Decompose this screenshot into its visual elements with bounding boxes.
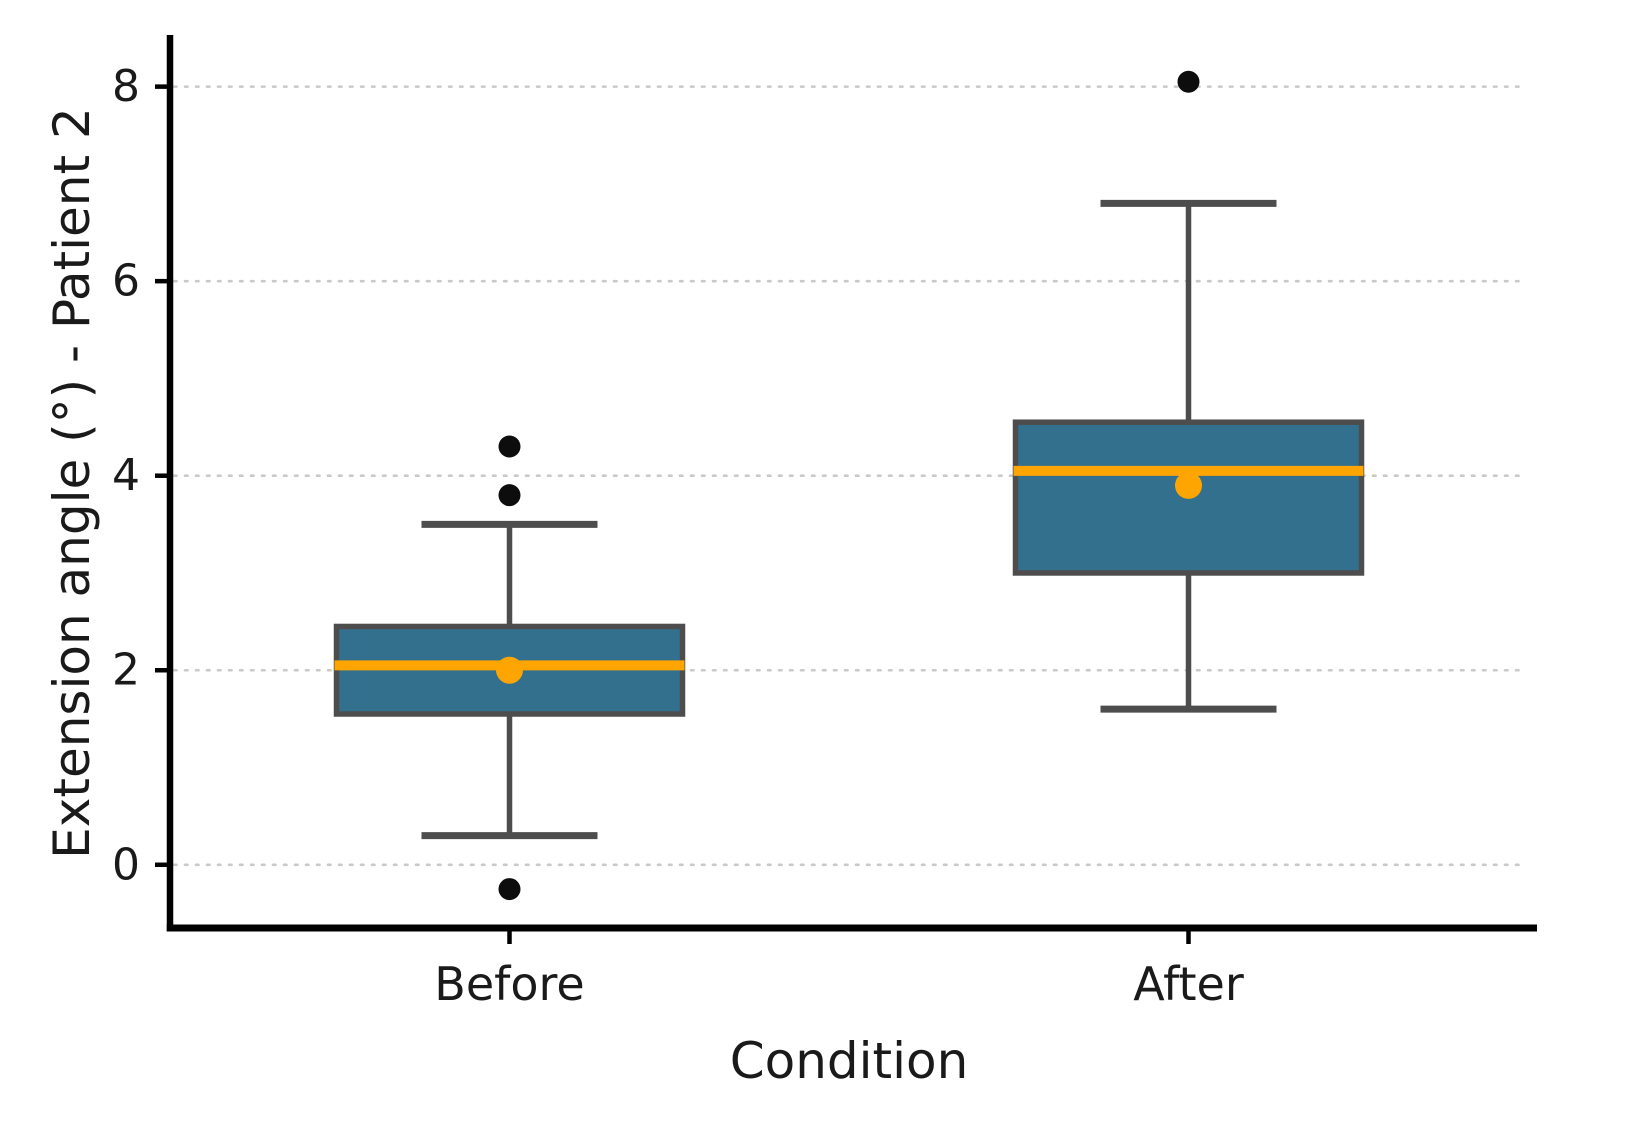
box-after: [1012, 70, 1365, 713]
x-tick-label: Before: [434, 957, 584, 1011]
mean-marker: [1175, 471, 1202, 499]
y-tick-label: 4: [112, 450, 140, 501]
outlier-point: [498, 878, 521, 901]
y-axis-label: Extension angle (°) - Patient 2: [43, 107, 101, 859]
x-axis-label: Condition: [730, 1032, 969, 1090]
mean-marker: [496, 656, 523, 684]
y-tick-label: 8: [112, 61, 140, 112]
y-tick-label: 6: [112, 256, 140, 307]
outlier-point: [1177, 70, 1200, 93]
y-tick-label: 2: [112, 645, 140, 696]
axes: 0 2 4 6 8 Before After: [112, 35, 1537, 1011]
outlier-point: [498, 435, 521, 458]
box-before: [333, 435, 686, 901]
y-tick-label: 0: [112, 839, 140, 890]
outlier-point: [498, 484, 521, 507]
x-tick-label: After: [1133, 957, 1244, 1011]
